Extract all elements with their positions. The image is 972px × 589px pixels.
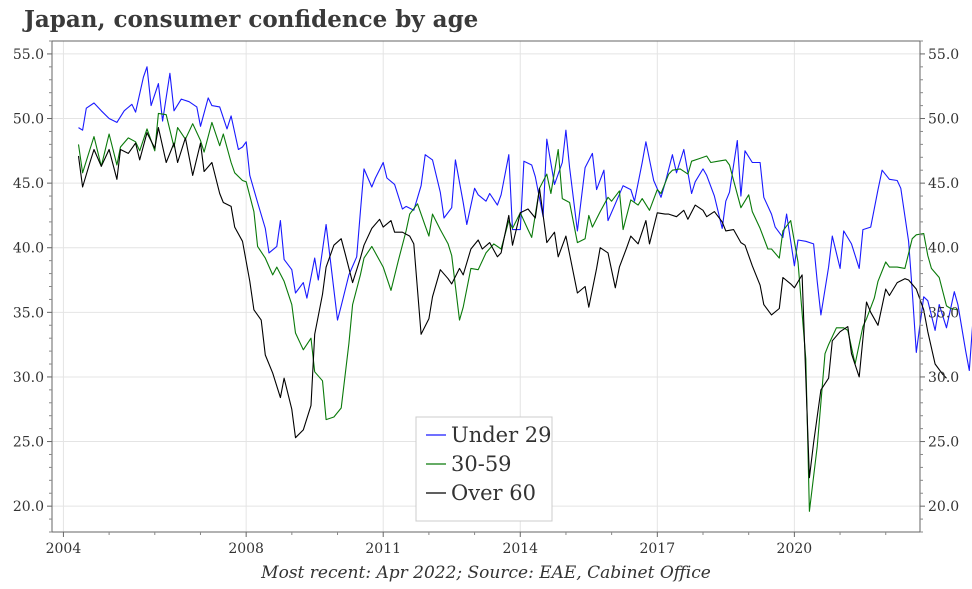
y-tick-label-right: 50.0 xyxy=(928,112,959,128)
y-tick-label-right: 20.0 xyxy=(928,499,959,515)
y-tick-label-right: 25.0 xyxy=(928,435,959,451)
legend-box xyxy=(415,416,553,522)
x-tick-label: 2020 xyxy=(777,541,813,557)
y-tick-label-right: 55.0 xyxy=(928,47,959,63)
series-line-over-60 xyxy=(77,127,947,479)
y-tick-label-left: 30.0 xyxy=(13,370,44,386)
series-lines xyxy=(77,66,972,512)
x-tick-label: 2017 xyxy=(639,541,675,557)
legend-label: Under 29 xyxy=(451,423,552,447)
footnote: Most recent: Apr 2022; Source: EAE, Cabi… xyxy=(261,563,711,583)
y-tick-label-left: 45.0 xyxy=(13,176,44,192)
legend-label: Over 60 xyxy=(451,481,536,505)
y-tick-label-right: 45.0 xyxy=(928,176,959,192)
series-line-under-29 xyxy=(78,66,972,372)
y-tick-label-right: 35.0 xyxy=(928,305,959,321)
y-tick-label-left: 20.0 xyxy=(13,499,44,515)
series-line-30-59 xyxy=(77,112,958,512)
y-tick-label-left: 35.0 xyxy=(13,305,44,321)
axis-ticks: 20.0 20.0 25.0 25.0 30.0 30.0 35.0 35.0 40.0 40.0… xyxy=(13,40,959,557)
legend: Under 29 30-59 Over 60 xyxy=(415,416,553,522)
y-tick-label-left: 25.0 xyxy=(13,435,44,451)
line-chart: 20.0 20.0 25.0 25.0 30.0 30.0 35.0 35.0 40.0 40.0… xyxy=(13,40,972,557)
y-tick-label-left: 55.0 xyxy=(13,47,44,63)
x-tick-label: 2011 xyxy=(365,541,401,557)
legend-label: 30-59 xyxy=(451,452,512,476)
y-tick-label-right: 40.0 xyxy=(928,241,959,257)
x-tick-label: 2014 xyxy=(502,541,538,557)
chart-title: Japan, consumer confidence by age xyxy=(24,6,479,33)
x-tick-label: 2004 xyxy=(46,541,82,557)
y-tick-label-left: 50.0 xyxy=(13,112,44,128)
x-tick-label: 2008 xyxy=(228,541,264,557)
y-tick-label-left: 40.0 xyxy=(13,241,44,257)
y-tick-label-right: 30.0 xyxy=(928,370,959,386)
